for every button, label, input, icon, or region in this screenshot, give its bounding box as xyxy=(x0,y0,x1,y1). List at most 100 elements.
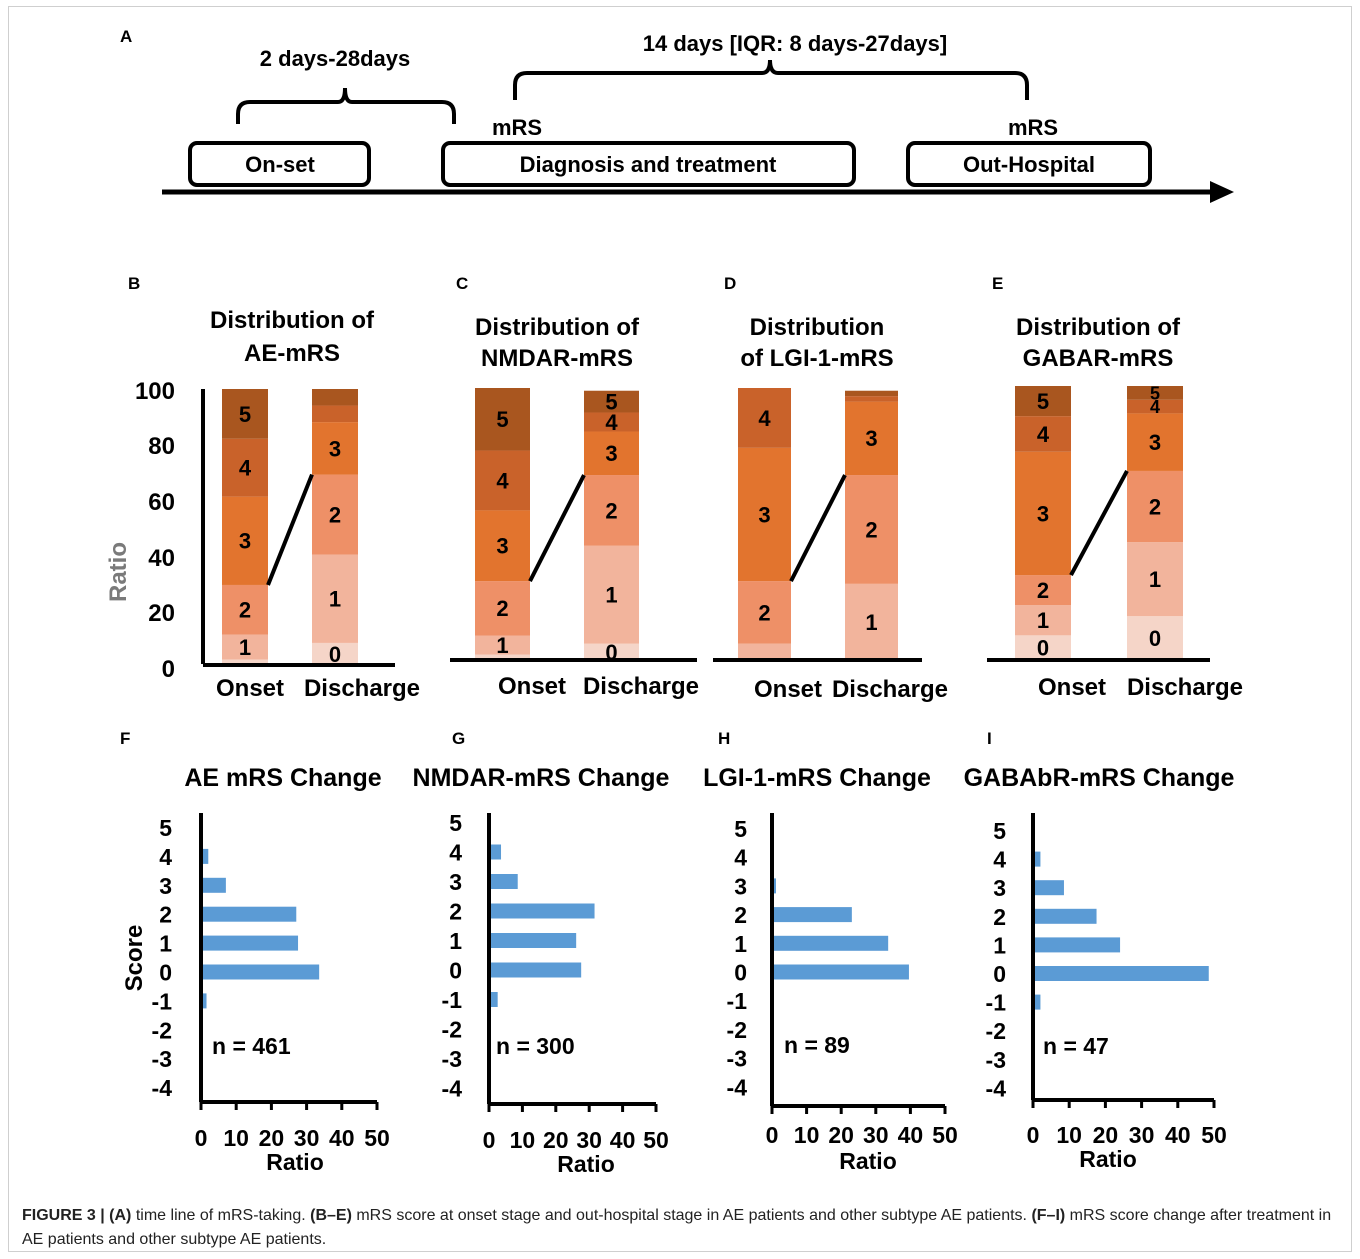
bar-segment-discharge-2 xyxy=(845,475,898,584)
y-tick: 2 xyxy=(159,902,172,928)
bar-segment-discharge-3 xyxy=(584,431,639,476)
y-tick: -4 xyxy=(986,1075,1007,1101)
bar-segment-discharge-1 xyxy=(845,583,898,660)
x-axis-label: Ratio xyxy=(557,1151,615,1177)
chart-title: LGI-1-mRS Change xyxy=(703,764,931,792)
x-tick: 20 xyxy=(259,1125,285,1151)
bar-segment-discharge-5 xyxy=(1127,386,1183,400)
x-tick: 20 xyxy=(543,1127,569,1153)
dist-y-axis-label: Ratio xyxy=(105,542,132,602)
bar-segment-onset-2 xyxy=(738,581,791,644)
chart-title-line-1: Distribution of xyxy=(475,314,640,341)
x-axis-label: Ratio xyxy=(1079,1146,1137,1172)
y-tick: -3 xyxy=(727,1046,747,1072)
change-bar-score-2 xyxy=(203,906,297,922)
x-tick: 50 xyxy=(643,1127,669,1153)
segment-label: 2 xyxy=(1037,578,1049,603)
change-bar-score-2 xyxy=(1035,908,1097,924)
bar-segment-onset-3 xyxy=(475,510,530,582)
chart-title-line-2: NMDAR-mRS xyxy=(481,345,633,372)
panel-label: D xyxy=(724,274,736,293)
dist-y-tick-40: 40 xyxy=(148,545,175,572)
diagnosis-box-label: Diagnosis and treatment xyxy=(520,152,777,177)
bar-segment-onset-1 xyxy=(222,634,268,660)
sample-size-annotation: n = 300 xyxy=(496,1033,575,1059)
bar-segment-discharge-2 xyxy=(312,474,358,555)
x-tick: 30 xyxy=(294,1125,320,1151)
connector-line xyxy=(789,474,847,583)
dist-y-axis: Ratio 100 80 60 40 20 0 xyxy=(105,378,205,683)
chart-title: NMDAR-mRS Change xyxy=(413,764,670,792)
bar-segment-onset-5 xyxy=(222,389,268,439)
y-tick: 1 xyxy=(993,932,1006,958)
segment-label: 3 xyxy=(329,436,341,461)
segment-label: 1 xyxy=(1037,608,1049,633)
x-tick-onset: Onset xyxy=(498,673,566,700)
bar-segment-discharge-5 xyxy=(584,390,639,413)
connector-line xyxy=(528,474,586,583)
segment-label: 3 xyxy=(239,529,251,554)
bar-segment-onset-0 xyxy=(475,654,530,660)
bar-segment-onset-5 xyxy=(1015,386,1071,417)
bar-segment-discharge-1 xyxy=(1127,542,1183,617)
x-axis-label: Ratio xyxy=(266,1149,324,1175)
x-tick-onset: Onset xyxy=(754,676,822,703)
change-bar-score-4 xyxy=(1035,851,1041,867)
segment-label: 2 xyxy=(239,598,251,623)
y-tick: -1 xyxy=(986,990,1007,1016)
dist-y-tick-100: 100 xyxy=(135,378,175,405)
onset-box-label: On-set xyxy=(245,152,315,177)
top-interval-brace xyxy=(513,59,1029,100)
bar-segment-onset-0 xyxy=(1015,635,1071,660)
y-tick: 5 xyxy=(159,815,172,841)
bar-segment-onset-2 xyxy=(1015,575,1071,606)
y-tick: 4 xyxy=(449,840,462,866)
bar-segment-discharge-4 xyxy=(584,412,639,432)
y-tick: 4 xyxy=(993,847,1006,873)
x-tick: 10 xyxy=(794,1122,820,1148)
sample-size-annotation: n = 47 xyxy=(1043,1033,1109,1059)
out-hospital-box xyxy=(906,141,1152,187)
segment-label: 1 xyxy=(865,610,877,635)
segment-label: 5 xyxy=(1037,389,1049,414)
segment-label: 0 xyxy=(1037,636,1049,661)
dist-y-tick-60: 60 xyxy=(148,489,175,516)
dist-panel-d: D Distribution of LGI-1-mRS 2 3 4 1 2 3 Onset Disc… xyxy=(713,274,948,703)
y-tick: -2 xyxy=(152,1017,172,1043)
segment-label: 4 xyxy=(758,406,771,431)
y-tick: -1 xyxy=(152,988,173,1014)
x-tick: 50 xyxy=(932,1122,958,1148)
segment-label: 3 xyxy=(1037,501,1049,526)
bar-segment-onset-0 xyxy=(222,659,268,665)
segment-label: 3 xyxy=(1149,430,1161,455)
change-bar-score-4 xyxy=(491,844,502,860)
panel-label: G xyxy=(452,729,465,748)
x-tick-discharge: Discharge xyxy=(583,673,699,700)
y-tick: -4 xyxy=(152,1075,173,1101)
bar-segment-onset-1 xyxy=(475,635,530,655)
y-tick: -2 xyxy=(727,1017,747,1043)
panel-a-label: A xyxy=(120,27,132,46)
bar-segment-discharge-1 xyxy=(312,554,358,643)
bar-segment-onset-4 xyxy=(738,388,791,448)
bar-segment-discharge-4 xyxy=(845,396,898,402)
x-tick: 10 xyxy=(1056,1122,1082,1148)
diagnosis-box xyxy=(441,141,856,187)
x-tick: 40 xyxy=(329,1125,355,1151)
segment-label: 2 xyxy=(865,517,877,542)
segment-label: 3 xyxy=(865,426,877,451)
change-bar-score-0 xyxy=(491,962,582,978)
x-tick: 0 xyxy=(1027,1122,1040,1148)
y-tick: 0 xyxy=(734,960,747,986)
bar-segment-discharge-5 xyxy=(312,389,358,406)
y-tick: -3 xyxy=(152,1046,172,1072)
bar-segment-discharge-0 xyxy=(584,643,639,660)
panel-label: E xyxy=(992,274,1003,293)
bar-segment-discharge-3 xyxy=(1127,413,1183,471)
x-tick: 40 xyxy=(610,1127,636,1153)
change-bar-score-2 xyxy=(774,907,852,923)
x-tick: 50 xyxy=(1201,1122,1227,1148)
